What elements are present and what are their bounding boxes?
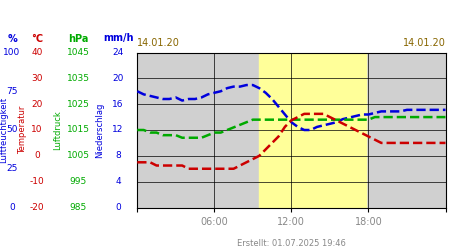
- Text: -20: -20: [30, 203, 44, 212]
- Text: Erstellt: 01.07.2025 19:46: Erstellt: 01.07.2025 19:46: [237, 238, 346, 248]
- Text: %: %: [7, 34, 17, 43]
- Text: mm/h: mm/h: [103, 34, 133, 43]
- Text: °C: °C: [31, 34, 43, 43]
- Text: 1035: 1035: [67, 74, 90, 83]
- Text: 1015: 1015: [67, 126, 90, 134]
- Text: 1025: 1025: [67, 100, 90, 109]
- Bar: [259, 52, 366, 208]
- Text: 995: 995: [69, 177, 86, 186]
- Text: 4: 4: [115, 177, 121, 186]
- Text: 1005: 1005: [67, 151, 90, 160]
- Text: 25: 25: [6, 164, 18, 173]
- Text: 8: 8: [115, 151, 121, 160]
- Text: hPa: hPa: [68, 34, 88, 43]
- Text: 16: 16: [112, 100, 124, 109]
- Text: 50: 50: [6, 126, 18, 134]
- Text: 0: 0: [34, 151, 40, 160]
- Text: 0: 0: [115, 203, 121, 212]
- Text: 30: 30: [31, 74, 43, 83]
- Text: 12: 12: [112, 126, 124, 134]
- Text: 985: 985: [69, 203, 86, 212]
- Text: 100: 100: [4, 48, 21, 57]
- Text: 20: 20: [112, 74, 124, 83]
- Text: 10: 10: [31, 126, 43, 134]
- Text: 40: 40: [32, 48, 43, 57]
- Text: 20: 20: [32, 100, 43, 109]
- Text: 75: 75: [6, 87, 18, 96]
- Text: 1045: 1045: [67, 48, 90, 57]
- Text: Niederschlag: Niederschlag: [95, 102, 104, 158]
- Text: Luftdruck: Luftdruck: [54, 110, 63, 150]
- Text: 0: 0: [9, 203, 15, 212]
- Text: Temperatur: Temperatur: [18, 106, 27, 154]
- Text: 24: 24: [112, 48, 124, 57]
- Text: 14.01.20: 14.01.20: [137, 38, 180, 48]
- Text: Luftfeuchtigkeit: Luftfeuchtigkeit: [0, 97, 9, 163]
- Text: 14.01.20: 14.01.20: [403, 38, 446, 48]
- Text: -10: -10: [30, 177, 45, 186]
